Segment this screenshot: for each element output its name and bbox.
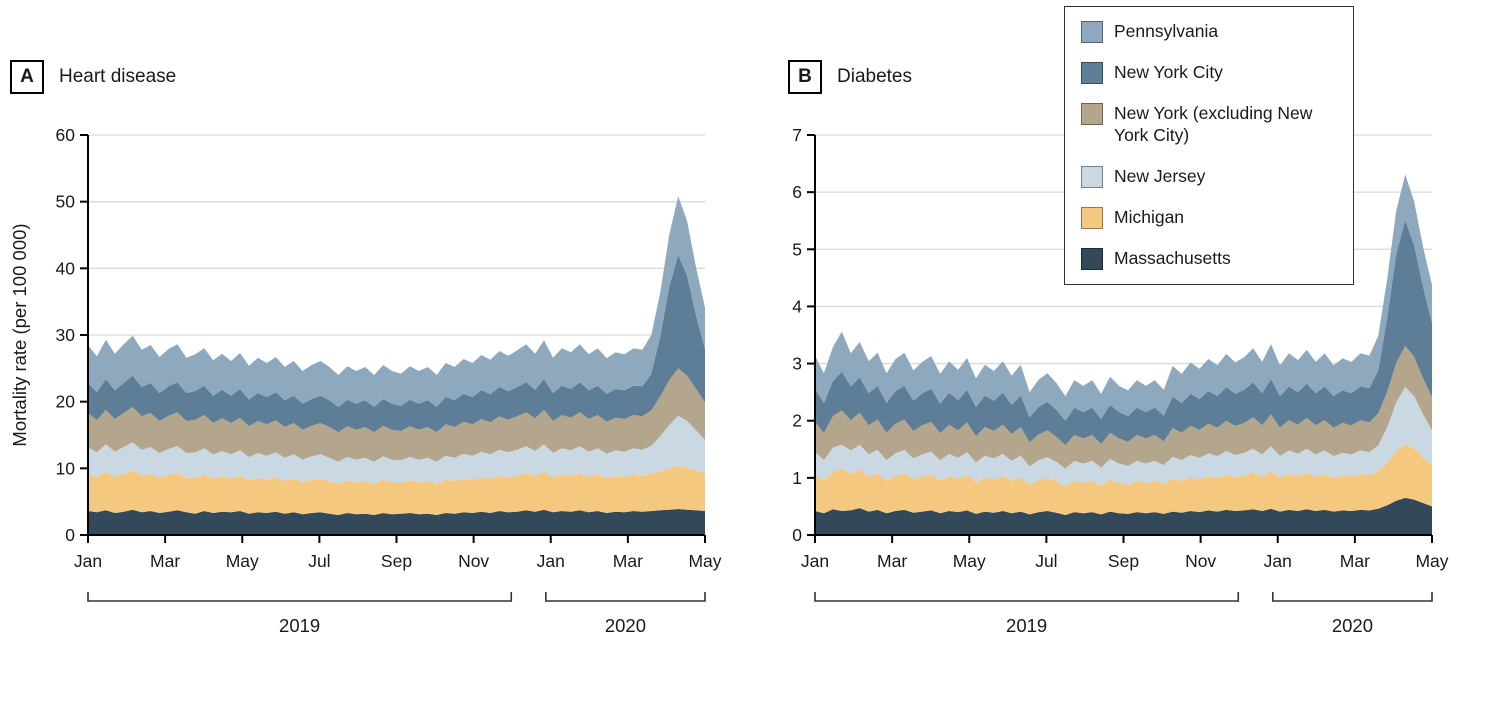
y-tick-label: 0 bbox=[65, 525, 75, 545]
year-label-2019: 2019 bbox=[1006, 615, 1047, 636]
x-tick-label: Mar bbox=[613, 551, 643, 571]
legend-swatch-new-jersey bbox=[1081, 165, 1103, 188]
legend-item-massachusetts: Massachusetts bbox=[1081, 247, 1337, 270]
x-tick-label: Jan bbox=[801, 551, 829, 571]
x-tick-label: May bbox=[688, 551, 721, 571]
legend-item-new-jersey: New Jersey bbox=[1081, 165, 1337, 188]
legend-swatch-massachusetts bbox=[1081, 247, 1103, 270]
x-tick-label: Jan bbox=[537, 551, 565, 571]
y-tick-label: 3 bbox=[792, 354, 802, 374]
area-massachusetts-panel-b bbox=[815, 497, 1432, 535]
y-tick-label: 2 bbox=[792, 411, 802, 431]
y-tick-label: 5 bbox=[792, 239, 802, 259]
panel-a-header: A Heart disease bbox=[10, 60, 176, 94]
y-tick-label: 4 bbox=[792, 296, 802, 316]
legend-item-new-york-city: New York City bbox=[1081, 62, 1337, 84]
legend-swatch-pennsylvania bbox=[1081, 21, 1103, 43]
area-massachusetts-panel-a bbox=[88, 509, 705, 535]
panel-b-header: B Diabetes bbox=[788, 60, 912, 94]
panel-b-title: Diabetes bbox=[837, 66, 912, 87]
x-tick-label: Sep bbox=[1108, 551, 1139, 571]
x-tick-label: Sep bbox=[381, 551, 412, 571]
area-new-york-city-panel-a bbox=[88, 255, 705, 433]
legend: Pennsylvania New York City New York (exc… bbox=[1064, 6, 1354, 285]
legend-label-pennsylvania: Pennsylvania bbox=[1114, 21, 1219, 41]
y-tick-label: 6 bbox=[792, 182, 802, 202]
y-tick-label: 10 bbox=[56, 458, 76, 478]
y-tick-label: 40 bbox=[56, 258, 76, 278]
x-tick-label: Mar bbox=[150, 551, 180, 571]
legend-swatch-new-york-city bbox=[1081, 62, 1103, 84]
year-label-2020: 2020 bbox=[1332, 615, 1373, 636]
legend-swatch-michigan bbox=[1081, 206, 1103, 229]
legend-item-new-york-excluding-nyc: New York (excluding New York City) bbox=[1081, 103, 1337, 147]
area-pennsylvania-panel-a bbox=[88, 196, 705, 407]
x-tick-label: Mar bbox=[1340, 551, 1370, 571]
x-tick-label: May bbox=[953, 551, 986, 571]
year-label-2019: 2019 bbox=[279, 615, 320, 636]
y-tick-label: 1 bbox=[792, 468, 802, 488]
y-tick-label: 50 bbox=[56, 192, 76, 212]
year-label-2020: 2020 bbox=[605, 615, 646, 636]
legend-label-new-york-city: New York City bbox=[1114, 62, 1223, 82]
area-new-york-excluding-new-york-city-panel-a bbox=[88, 368, 705, 462]
area-new-jersey-panel-b bbox=[815, 387, 1432, 487]
year-bracket-2019 bbox=[87, 592, 513, 602]
legend-label-new-york-excluding-nyc: New York (excluding New York City) bbox=[1114, 103, 1313, 145]
legend-item-pennsylvania: Pennsylvania bbox=[1081, 21, 1337, 43]
legend-label-michigan: Michigan bbox=[1114, 206, 1185, 227]
x-tick-label: Jul bbox=[308, 551, 330, 571]
x-tick-label: Nov bbox=[458, 551, 489, 571]
x-tick-label: May bbox=[226, 551, 259, 571]
area-michigan-panel-b bbox=[815, 444, 1432, 515]
area-new-york-excluding-new-york-city-panel-b bbox=[815, 345, 1432, 469]
y-tick-label: 20 bbox=[56, 392, 76, 412]
area-michigan-panel-a bbox=[88, 465, 705, 515]
x-tick-label: Jan bbox=[1264, 551, 1292, 571]
legend-label-massachusetts: Massachusetts bbox=[1114, 247, 1231, 268]
y-tick-label: 60 bbox=[56, 125, 76, 145]
x-tick-label: Jul bbox=[1035, 551, 1057, 571]
legend-item-michigan: Michigan bbox=[1081, 206, 1337, 229]
y-tick-label: 0 bbox=[792, 525, 802, 545]
panel-a-title: Heart disease bbox=[59, 66, 177, 87]
area-new-jersey-panel-a bbox=[88, 415, 705, 484]
x-tick-label: Nov bbox=[1185, 551, 1216, 571]
panel-a-letter: A bbox=[10, 60, 44, 94]
y-axis-label: Mortality rate (per 100 000) bbox=[9, 223, 30, 447]
panel-b-letter: B bbox=[788, 60, 822, 94]
year-bracket-2019 bbox=[814, 592, 1240, 602]
legend-swatch-new-york-excluding-nyc bbox=[1081, 103, 1103, 125]
x-tick-label: May bbox=[1415, 551, 1448, 571]
year-bracket-2020 bbox=[545, 592, 706, 602]
x-tick-label: Jan bbox=[74, 551, 102, 571]
year-bracket-2020 bbox=[1272, 592, 1433, 602]
y-tick-label: 7 bbox=[792, 125, 802, 145]
x-tick-label: Mar bbox=[877, 551, 907, 571]
y-tick-label: 30 bbox=[56, 325, 76, 345]
legend-label-new-jersey: New Jersey bbox=[1114, 165, 1206, 186]
